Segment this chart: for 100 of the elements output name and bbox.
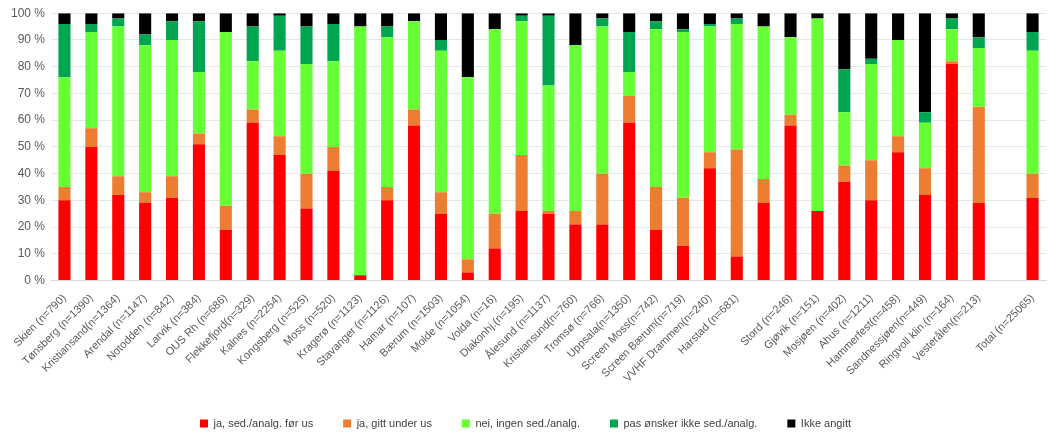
- bar: [972, 106, 985, 204]
- bar: [838, 165, 851, 182]
- y-tick-label: 20 %: [17, 219, 46, 234]
- bar: [703, 168, 716, 281]
- bar: [838, 112, 851, 166]
- bar: [165, 197, 179, 281]
- bar: [515, 154, 528, 212]
- bar: [85, 31, 98, 129]
- bar: [703, 23, 716, 27]
- bar: [918, 168, 932, 196]
- bar: [192, 144, 205, 281]
- bar: [730, 23, 743, 150]
- y-tick-label: 0 %: [24, 272, 46, 287]
- bar: [192, 21, 205, 73]
- y-tick-label: 50 %: [17, 139, 46, 154]
- bar: [1026, 50, 1039, 174]
- bar: [461, 259, 474, 273]
- bar: [246, 26, 259, 62]
- bar: [623, 13, 636, 32]
- bar: [650, 21, 663, 30]
- bar: [918, 13, 932, 113]
- bar: [192, 133, 205, 145]
- bar: [972, 37, 985, 48]
- legend-label: ja, sed./analg. før us: [212, 416, 314, 429]
- bar: [596, 173, 609, 225]
- bar: [757, 13, 770, 27]
- bar: [892, 152, 905, 281]
- bar: [676, 13, 690, 30]
- bar: [892, 136, 905, 153]
- bar: [972, 13, 985, 38]
- bar: [596, 13, 609, 19]
- bar: [515, 15, 528, 22]
- bar: [354, 26, 367, 276]
- bar: [381, 37, 394, 187]
- bar: [488, 13, 501, 30]
- y-tick-label: 80 %: [17, 58, 46, 73]
- bar: [112, 195, 125, 281]
- bar: [918, 195, 932, 281]
- bar: [434, 39, 447, 51]
- bar: [85, 13, 98, 24]
- bar: [730, 149, 743, 257]
- bar: [139, 192, 152, 204]
- bar: [811, 13, 824, 19]
- bar: [139, 34, 152, 46]
- bar: [757, 203, 770, 281]
- bar: [784, 125, 797, 281]
- bar: [838, 181, 851, 281]
- bar: [165, 176, 179, 198]
- bar: [434, 213, 447, 281]
- bar: [58, 13, 71, 24]
- legend-label: Ikke angitt: [800, 416, 851, 429]
- bar: [623, 122, 636, 281]
- bar: [273, 136, 286, 155]
- bar: [730, 13, 743, 19]
- bar: [569, 45, 582, 212]
- y-tick-label: 90 %: [17, 32, 46, 47]
- bar: [85, 146, 98, 281]
- bar: [515, 21, 528, 155]
- bar: [112, 26, 125, 177]
- bar: [865, 58, 878, 64]
- bar: [381, 26, 394, 38]
- bar: [327, 61, 340, 147]
- bar: [381, 187, 394, 201]
- bar: [730, 18, 743, 24]
- bar: [757, 26, 770, 179]
- bar: [596, 224, 609, 281]
- bar: [112, 13, 125, 19]
- bar: [784, 114, 797, 126]
- bar: [488, 213, 501, 249]
- bar: [918, 112, 932, 123]
- bar: [246, 109, 259, 123]
- bar: [972, 203, 985, 281]
- bar: [1026, 31, 1039, 51]
- bar: [569, 211, 582, 225]
- bar: [165, 39, 179, 177]
- bar: [488, 248, 501, 281]
- bar: [408, 109, 421, 126]
- bar: [246, 122, 259, 281]
- legend-label: pas ønsker ikke sed./analg.: [623, 416, 758, 429]
- bar: [434, 192, 447, 214]
- bar: [381, 13, 394, 27]
- bar: [165, 21, 179, 40]
- bar: [85, 23, 98, 32]
- bar: [650, 187, 663, 230]
- bar: [58, 187, 71, 201]
- bar: [1026, 173, 1039, 198]
- bar: [139, 13, 152, 35]
- bar: [488, 29, 501, 214]
- bar: [596, 18, 609, 27]
- bar: [918, 122, 932, 169]
- bar: [58, 200, 71, 281]
- bar: [219, 31, 232, 206]
- bar: [811, 18, 824, 212]
- bar: [650, 29, 663, 187]
- legend-label: nei, ingen sed./analg.: [475, 416, 580, 429]
- bar: [945, 61, 958, 64]
- bar: [219, 13, 232, 32]
- y-tick-label: 100 %: [10, 5, 46, 20]
- bar: [945, 29, 958, 62]
- bar: [757, 178, 770, 204]
